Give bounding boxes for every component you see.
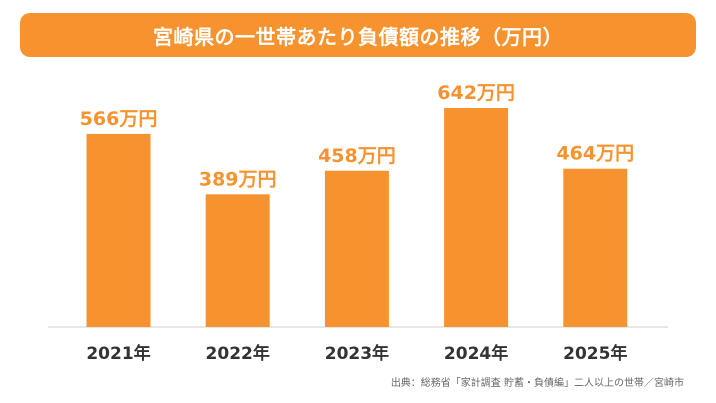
bar-value-label-2: 458万円 (318, 145, 396, 167)
bar-1 (205, 194, 270, 327)
bar-2 (324, 170, 389, 327)
bar-value-label-3: 642万円 (437, 82, 515, 104)
bar-value-label-0: 566万円 (80, 108, 158, 130)
bar-0 (86, 133, 151, 327)
chart-title: 宮崎県の一世帯あたり負債額の推移（万円） (20, 13, 696, 57)
x-tick-label-2: 2023年 (325, 343, 389, 364)
x-tick-label-1: 2022年 (206, 343, 270, 364)
bar-value-label-4: 464万円 (556, 143, 634, 165)
bar-value-label-1: 389万円 (199, 168, 277, 190)
source-note: 出典：総務省「家計調査 貯蓄・負債編」二人以上の世帯／宮崎市 (390, 378, 684, 389)
x-tick-label-0: 2021年 (86, 343, 150, 364)
bar-3 (444, 108, 509, 328)
x-tick-label-3: 2024年 (444, 343, 508, 364)
bar-4 (563, 168, 628, 327)
x-tick-label-4: 2025年 (563, 343, 627, 364)
